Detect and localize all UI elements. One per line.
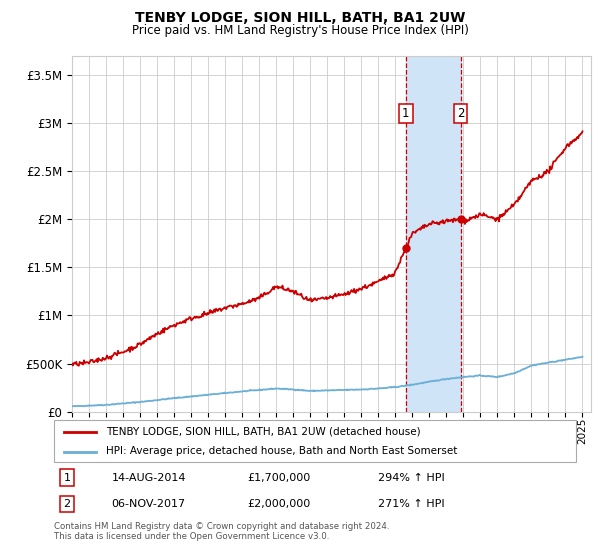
- Text: 271% ↑ HPI: 271% ↑ HPI: [377, 499, 444, 509]
- Text: HPI: Average price, detached house, Bath and North East Somerset: HPI: Average price, detached house, Bath…: [106, 446, 458, 456]
- Text: TENBY LODGE, SION HILL, BATH, BA1 2UW (detached house): TENBY LODGE, SION HILL, BATH, BA1 2UW (d…: [106, 427, 421, 437]
- Text: Contains HM Land Registry data © Crown copyright and database right 2024.
This d: Contains HM Land Registry data © Crown c…: [54, 522, 389, 542]
- Text: 1: 1: [64, 473, 71, 483]
- Bar: [406, 56, 461, 412]
- Text: 2: 2: [64, 499, 71, 509]
- Text: 294% ↑ HPI: 294% ↑ HPI: [377, 473, 445, 483]
- Text: 2: 2: [457, 107, 464, 120]
- Text: 1: 1: [402, 107, 410, 120]
- Text: £1,700,000: £1,700,000: [247, 473, 310, 483]
- Text: Price paid vs. HM Land Registry's House Price Index (HPI): Price paid vs. HM Land Registry's House …: [131, 24, 469, 36]
- Text: £2,000,000: £2,000,000: [247, 499, 310, 509]
- FancyBboxPatch shape: [54, 420, 576, 462]
- Text: TENBY LODGE, SION HILL, BATH, BA1 2UW: TENBY LODGE, SION HILL, BATH, BA1 2UW: [135, 11, 465, 25]
- Text: 06-NOV-2017: 06-NOV-2017: [112, 499, 185, 509]
- Text: 14-AUG-2014: 14-AUG-2014: [112, 473, 186, 483]
